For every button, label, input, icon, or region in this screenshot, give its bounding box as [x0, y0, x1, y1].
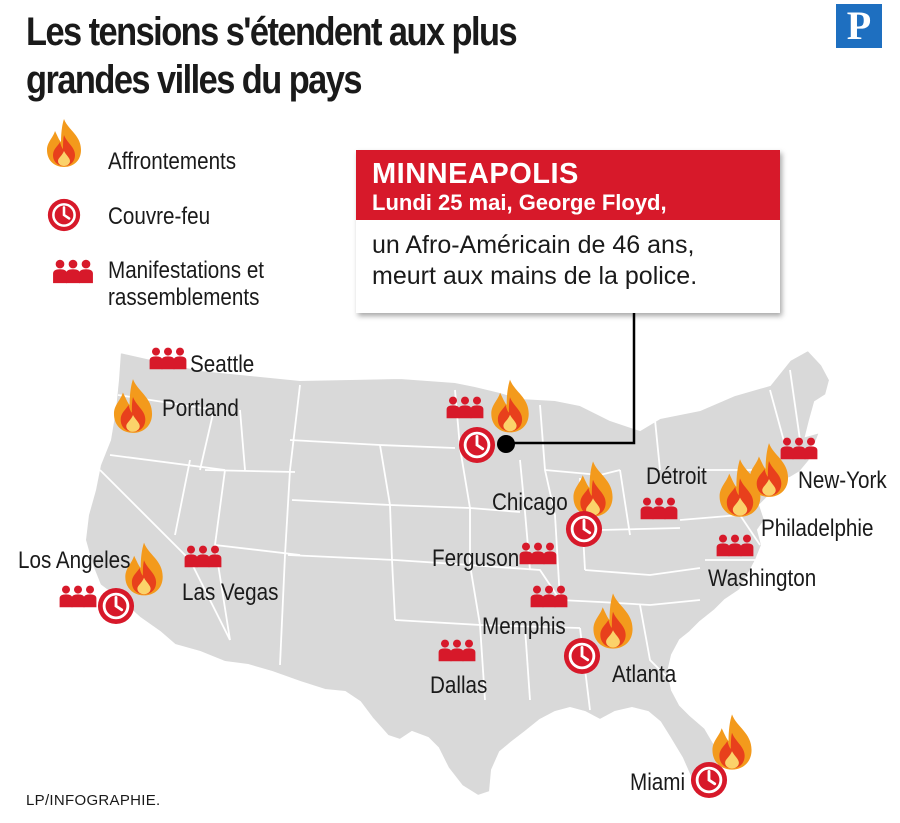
city-label-washington: Washington: [708, 565, 817, 592]
legend-label-clashes: Affrontements: [108, 148, 237, 175]
minneapolis-callout: MINNEAPOLIS Lundi 25 mai, George Floyd, …: [356, 150, 780, 313]
detroit-crowd-icon: [640, 497, 678, 520]
miami-fire-icon: [712, 714, 752, 770]
minneapolis-crowd-icon: [446, 396, 484, 419]
city-label-chicago: Chicago: [492, 489, 568, 516]
city-label-ferguson: Ferguson: [432, 545, 520, 572]
city-label-dallas: Dallas: [430, 672, 488, 699]
minneapolis-fire-icon: [491, 379, 529, 433]
washington-crowd-icon: [716, 534, 754, 557]
legend-fire-icon: [47, 119, 81, 167]
los-angeles-clock-icon: [97, 587, 135, 625]
chicago-clock-icon: [565, 510, 603, 548]
city-label-detroit: Détroit: [646, 463, 707, 490]
city-label-atlanta: Atlanta: [612, 661, 677, 688]
city-label-miami: Miami: [630, 769, 686, 796]
city-label-portland: Portland: [162, 395, 239, 422]
city-label-seattle: Seattle: [190, 351, 255, 378]
city-label-new-york: New-York: [798, 467, 887, 494]
new-york-crowd-icon: [780, 437, 818, 460]
city-label-philadelphie: Philadelphie: [761, 515, 874, 542]
callout-date-line: Lundi 25 mai, George Floyd,: [372, 190, 667, 215]
city-label-los-angeles: Los Angeles: [18, 547, 131, 574]
callout-leader-line: [507, 313, 636, 445]
seattle-crowd-icon: [149, 347, 187, 370]
city-label-las-vegas: Las Vegas: [182, 579, 279, 606]
las-vegas-crowd-icon: [184, 545, 222, 568]
memphis-crowd-icon: [530, 585, 568, 608]
miami-clock-icon: [690, 761, 728, 799]
atlanta-clock-icon: [563, 637, 601, 675]
legend-label-curfew: Couvre-feu: [108, 203, 211, 230]
legend-label-protests: Manifestations et rassemblements: [108, 257, 265, 311]
publisher-logo: P: [836, 4, 882, 48]
callout-body: un Afro-Américain de 46 ans, meurt aux m…: [372, 231, 698, 290]
dallas-crowd-icon: [438, 639, 476, 662]
legend-clock-icon: [47, 198, 81, 232]
callout-header: MINNEAPOLIS Lundi 25 mai, George Floyd,: [356, 150, 780, 220]
map-title: Les tensions s'étendent aux plus grandes…: [26, 10, 518, 102]
city-label-memphis: Memphis: [482, 613, 566, 640]
minneapolis-marker: [497, 435, 515, 453]
ferguson-crowd-icon: [519, 542, 557, 565]
los-angeles-crowd-icon: [59, 585, 97, 608]
minneapolis-clock-icon: [458, 426, 496, 464]
legend-crowd-icon: [53, 259, 93, 284]
credit-line: LP/INFOGRAPHIE.: [26, 792, 161, 809]
callout-city: MINNEAPOLIS: [372, 158, 579, 190]
